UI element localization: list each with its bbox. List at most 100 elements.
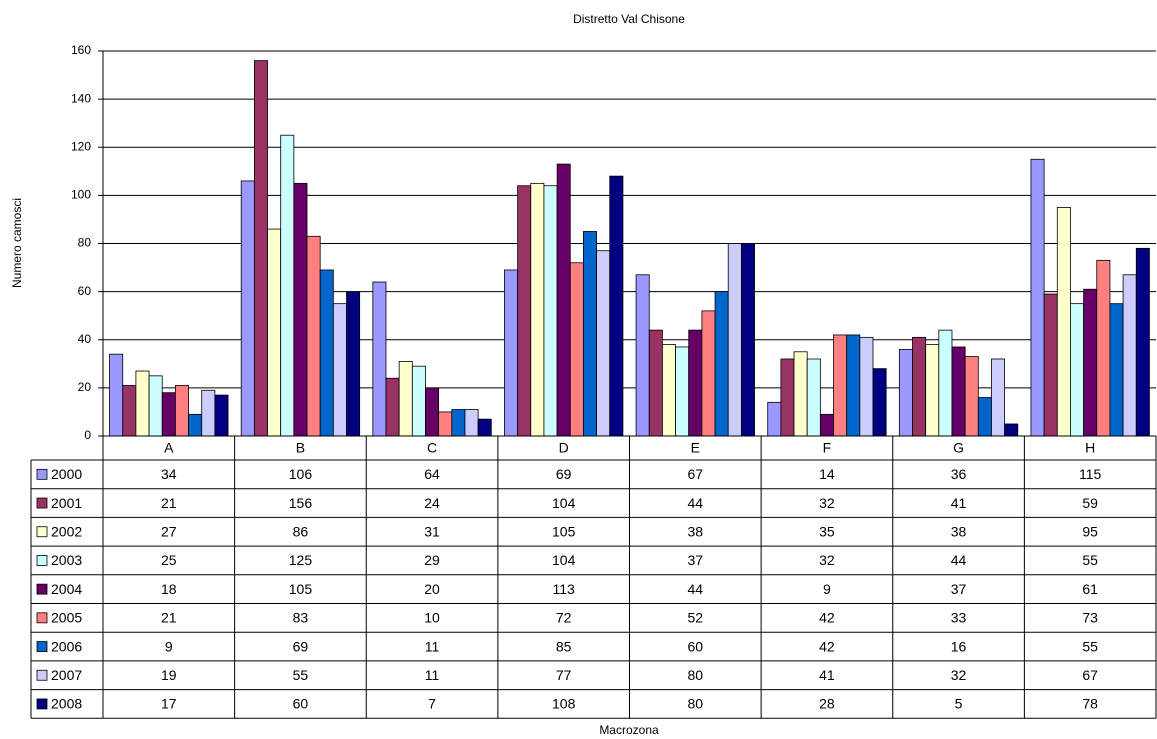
bar bbox=[543, 185, 558, 437]
x-tick-label: C bbox=[427, 440, 437, 456]
bar bbox=[372, 281, 387, 437]
bar bbox=[438, 411, 453, 437]
table-value: 44 bbox=[951, 552, 967, 568]
bar bbox=[806, 358, 821, 437]
bar bbox=[596, 250, 611, 437]
bar bbox=[306, 235, 321, 437]
bar bbox=[701, 310, 716, 437]
table-value: 34 bbox=[161, 466, 177, 482]
bar bbox=[319, 269, 334, 437]
table-value: 21 bbox=[161, 610, 177, 626]
bar bbox=[1056, 207, 1071, 437]
table-value: 78 bbox=[1082, 696, 1098, 712]
legend-swatch bbox=[36, 526, 48, 538]
legend-label: 2000 bbox=[51, 466, 82, 482]
table-value: 80 bbox=[688, 667, 704, 683]
legend-label: 2004 bbox=[51, 581, 82, 597]
legend-swatch bbox=[36, 669, 48, 681]
bar bbox=[569, 262, 584, 437]
bar bbox=[846, 334, 861, 437]
table-value: 41 bbox=[819, 667, 835, 683]
bar bbox=[280, 134, 295, 437]
bar bbox=[464, 409, 479, 437]
table-value: 11 bbox=[425, 667, 440, 683]
legend-label: 2001 bbox=[51, 495, 82, 511]
table-value: 37 bbox=[951, 581, 967, 597]
legend-swatch bbox=[36, 612, 48, 624]
legend-label: 2005 bbox=[51, 610, 82, 626]
legend-swatch bbox=[36, 583, 48, 595]
bar bbox=[583, 231, 597, 437]
bar bbox=[530, 182, 545, 437]
bar bbox=[161, 392, 176, 437]
bar bbox=[504, 269, 519, 437]
table-value: 18 bbox=[161, 581, 177, 597]
x-tick-label: B bbox=[296, 440, 305, 456]
y-tick-label: 140 bbox=[71, 91, 91, 105]
table-value: 64 bbox=[424, 466, 440, 482]
legend-swatch bbox=[36, 497, 48, 509]
bar bbox=[477, 418, 492, 437]
table-value: 37 bbox=[688, 552, 704, 568]
bar bbox=[898, 348, 913, 437]
bar bbox=[609, 175, 624, 437]
table-value: 105 bbox=[552, 523, 576, 539]
y-tick-label: 160 bbox=[71, 43, 91, 57]
table-value: 19 bbox=[161, 667, 177, 683]
table-value: 55 bbox=[1082, 552, 1098, 568]
x-tick-label: F bbox=[823, 440, 832, 456]
table-value: 28 bbox=[819, 696, 835, 712]
table-value: 9 bbox=[165, 638, 173, 654]
table-value: 83 bbox=[293, 610, 309, 626]
legend-label: 2008 bbox=[51, 696, 82, 712]
bar bbox=[148, 375, 163, 437]
bar bbox=[1109, 303, 1124, 437]
y-tick-label: 120 bbox=[71, 139, 91, 153]
table-value: 17 bbox=[161, 696, 177, 712]
x-tick-label: E bbox=[691, 440, 700, 456]
bar bbox=[819, 413, 834, 437]
table-value: 38 bbox=[951, 523, 967, 539]
table-value: 32 bbox=[819, 495, 835, 511]
bar bbox=[780, 358, 795, 437]
table-value: 104 bbox=[552, 495, 576, 511]
bar bbox=[964, 356, 979, 437]
table-value: 125 bbox=[289, 552, 313, 568]
table-value: 14 bbox=[819, 466, 835, 482]
table-value: 55 bbox=[293, 667, 309, 683]
bar bbox=[662, 344, 676, 437]
bar bbox=[951, 346, 966, 437]
bar bbox=[740, 243, 755, 437]
table-value: 55 bbox=[1082, 638, 1098, 654]
table-value: 41 bbox=[951, 495, 967, 511]
bar bbox=[1083, 288, 1098, 437]
table-value: 25 bbox=[161, 552, 177, 568]
bar bbox=[859, 336, 874, 437]
x-tick-label: H bbox=[1085, 440, 1095, 456]
bar bbox=[1043, 293, 1058, 437]
chart-title: Distretto Val Chisone bbox=[573, 12, 685, 26]
bar bbox=[385, 377, 400, 437]
table-value: 113 bbox=[553, 581, 576, 597]
table-value: 35 bbox=[819, 523, 835, 539]
table-value: 38 bbox=[688, 523, 704, 539]
bar bbox=[688, 329, 703, 437]
table-value: 9 bbox=[823, 581, 831, 597]
x-tick-label: G bbox=[953, 440, 964, 456]
legend-label: 2006 bbox=[51, 638, 82, 654]
y-tick-label: 100 bbox=[71, 188, 91, 202]
legend-swatch bbox=[36, 555, 48, 566]
bar bbox=[293, 182, 308, 437]
table-value: 73 bbox=[1082, 610, 1098, 626]
table-value: 80 bbox=[688, 696, 704, 712]
bar bbox=[425, 387, 440, 437]
table-value: 95 bbox=[1082, 523, 1098, 539]
table-value: 156 bbox=[289, 495, 313, 511]
table-value: 29 bbox=[424, 552, 440, 568]
table-value: 69 bbox=[293, 638, 309, 654]
bar bbox=[833, 334, 848, 437]
table-value: 67 bbox=[688, 466, 704, 482]
bar bbox=[977, 397, 992, 437]
table-value: 32 bbox=[951, 667, 967, 683]
table-value: 44 bbox=[688, 495, 704, 511]
